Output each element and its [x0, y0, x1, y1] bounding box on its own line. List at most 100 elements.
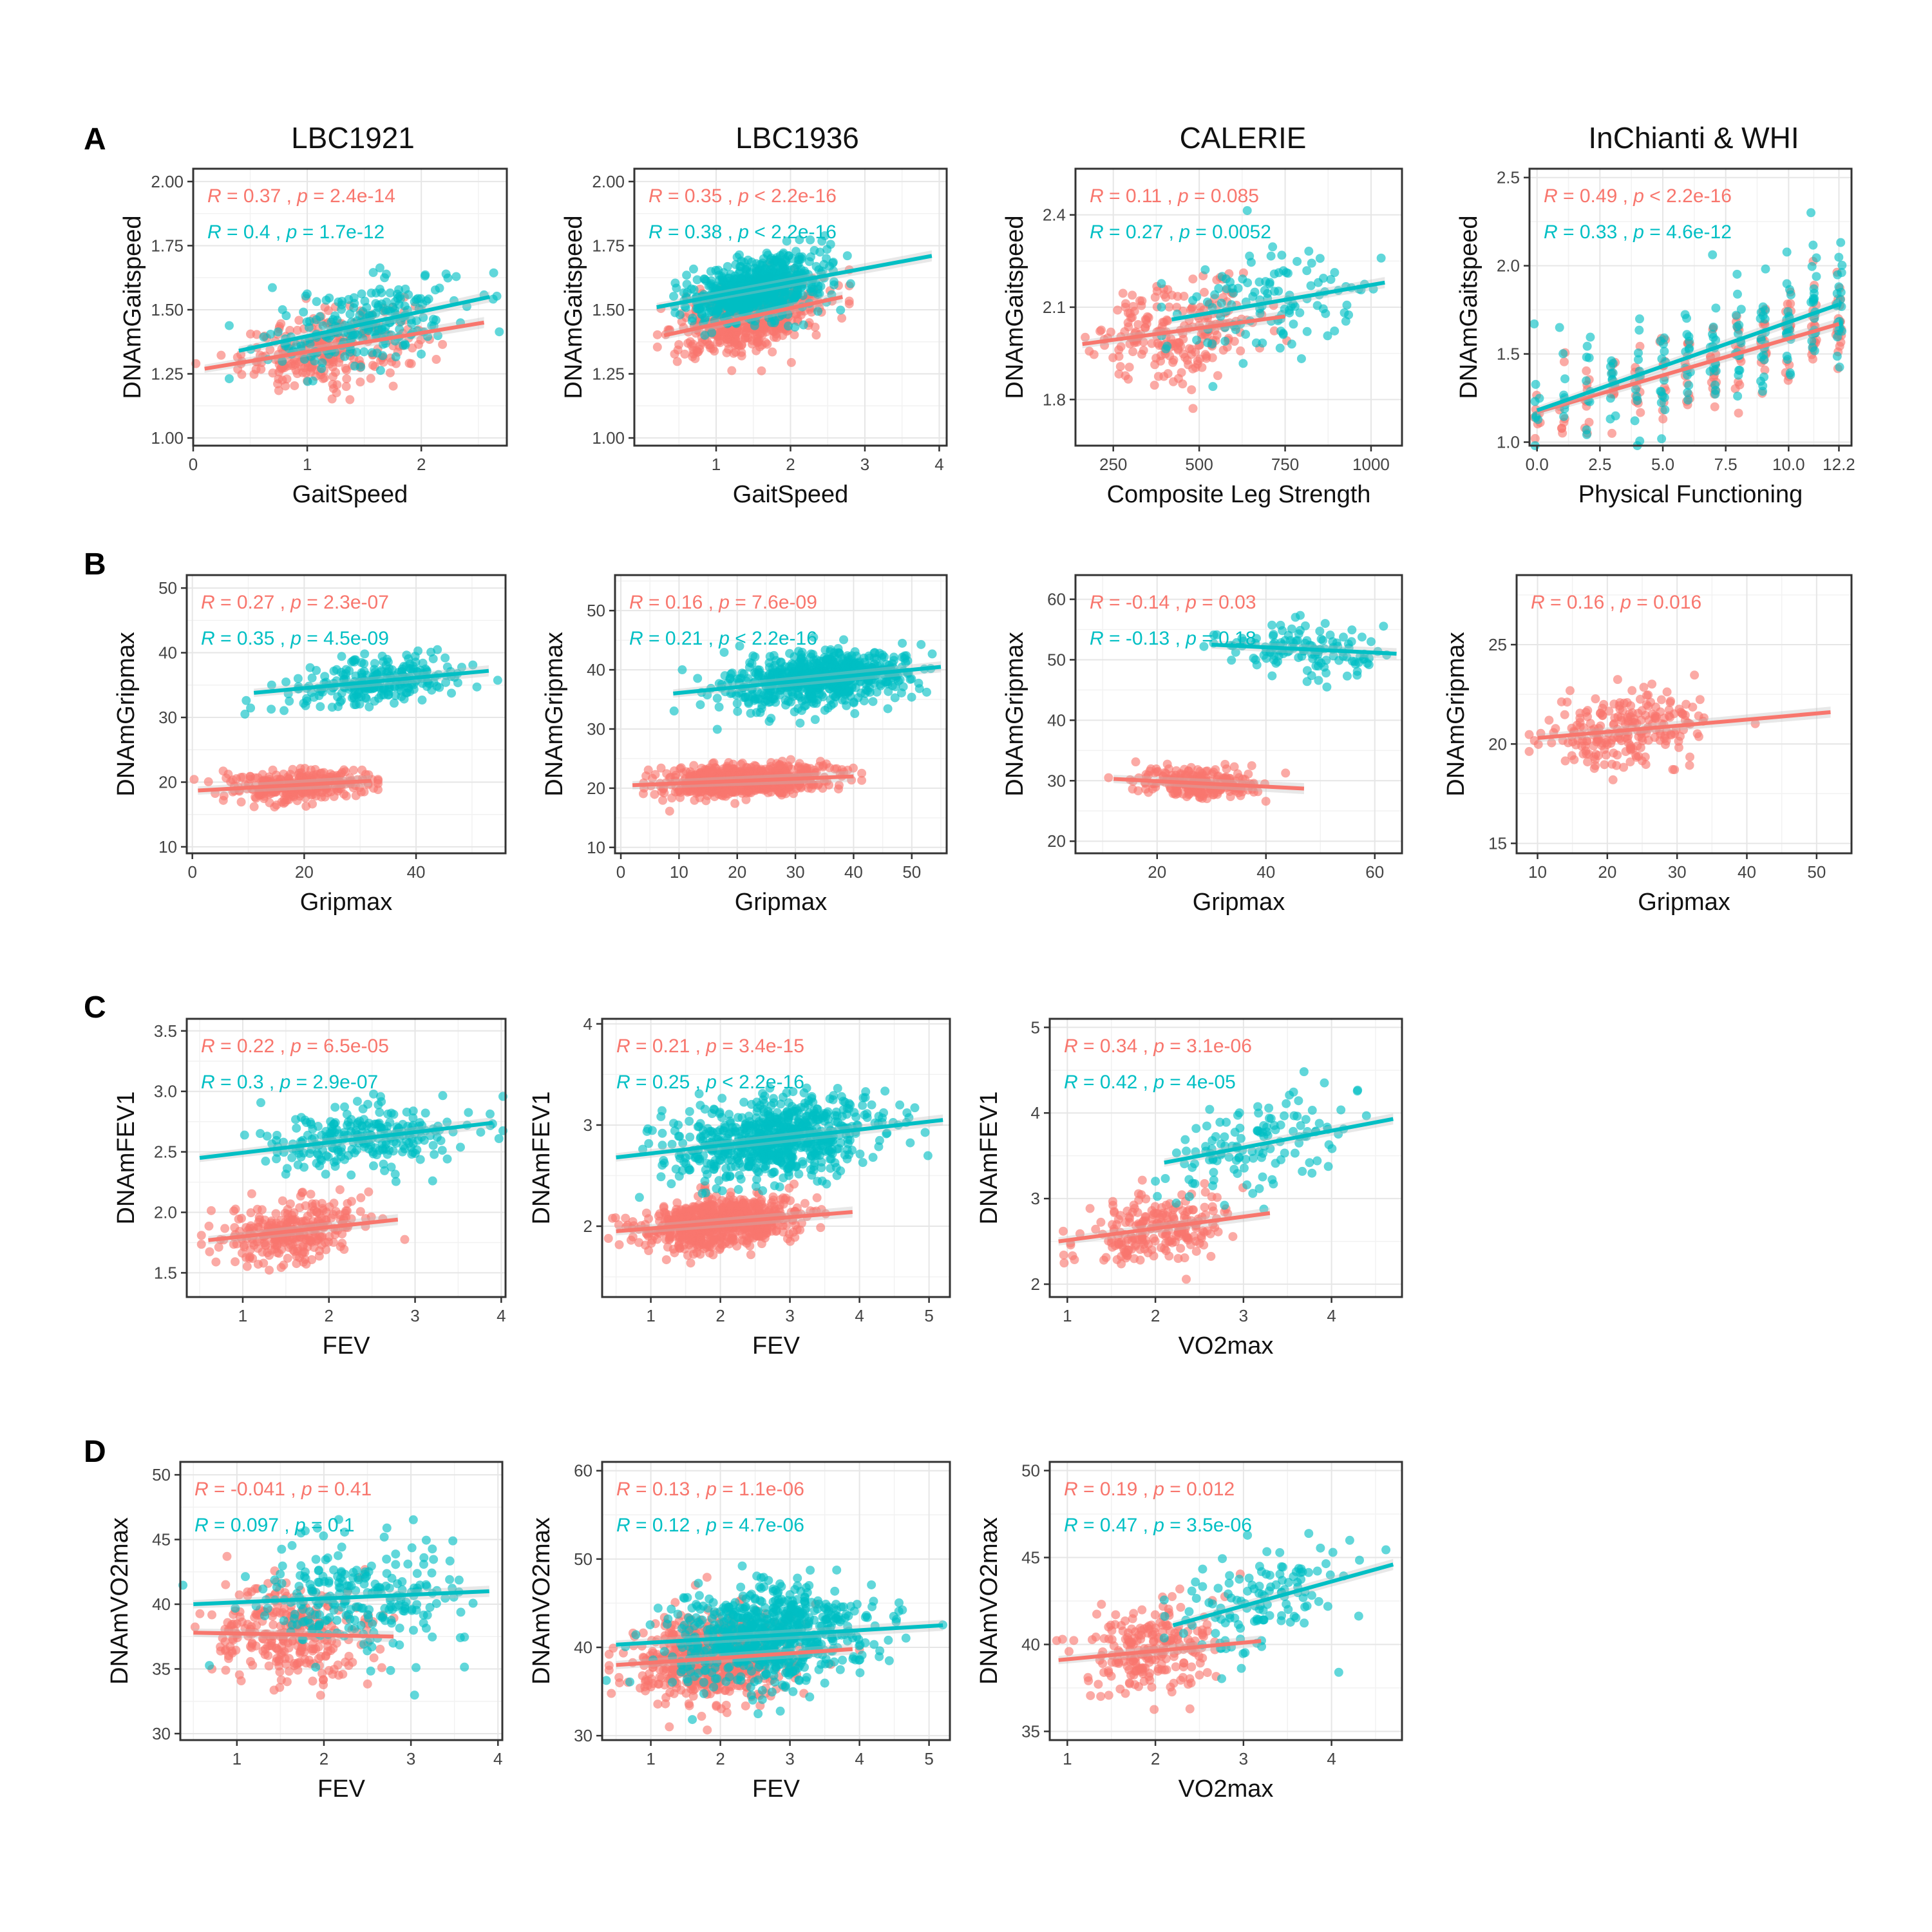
data-point	[306, 765, 316, 775]
x-axis-title: Composite Leg Strength	[1107, 481, 1371, 508]
data-point	[410, 652, 420, 661]
data-point	[898, 638, 907, 648]
data-point	[265, 345, 275, 355]
data-point	[1607, 369, 1616, 379]
stat-r-value: = 0.33 ,	[1558, 222, 1634, 243]
y-tick-label: 2.5	[1497, 168, 1520, 187]
data-point	[408, 343, 417, 353]
stat-r-value: = 0.37 ,	[222, 185, 298, 207]
data-point	[1163, 369, 1173, 379]
data-point	[395, 325, 404, 334]
data-point	[352, 347, 361, 357]
stat-r-value: = 0.16 ,	[643, 592, 719, 613]
data-point	[768, 668, 777, 677]
data-point	[385, 368, 395, 377]
y-tick-label: 2.00	[151, 172, 184, 191]
data-point	[299, 363, 309, 373]
data-point	[706, 279, 716, 289]
data-point	[371, 308, 381, 318]
data-point	[849, 697, 858, 707]
data-point	[294, 316, 304, 325]
data-point	[341, 382, 351, 392]
data-point	[1150, 381, 1159, 390]
x-tick-label: 40	[844, 862, 863, 882]
stat-annotation-group1: R = 0.27 , p = 2.3e-07	[201, 592, 389, 613]
data-point	[302, 289, 312, 299]
data-point	[1530, 319, 1539, 328]
y-tick-label: 1.5	[1497, 345, 1520, 364]
data-point	[829, 280, 839, 290]
data-point	[1782, 279, 1792, 289]
data-point	[375, 263, 384, 273]
data-point	[204, 777, 213, 786]
data-point	[357, 668, 366, 677]
data-point	[337, 688, 346, 698]
data-point	[767, 317, 777, 327]
x-tick-label: 500	[1185, 455, 1213, 474]
data-point	[319, 373, 329, 383]
stat-r-symbol: R	[649, 222, 663, 243]
data-point	[267, 705, 276, 714]
stat-annotation-group2: R = 0.4 , p = 1.7e-12	[207, 222, 384, 243]
x-tick-label: 0	[616, 862, 625, 882]
data-point	[1242, 205, 1252, 215]
stat-annotation-group2: R = 0.21 , p < 2.2e-16	[629, 628, 817, 649]
stat-p-value: < 2.2e-16	[749, 185, 837, 207]
stat-r-value: = 0.11 ,	[1104, 185, 1178, 207]
data-point	[1683, 388, 1692, 397]
y-axis-title: DNAmGaitspeed	[1455, 215, 1482, 399]
data-point	[813, 695, 822, 705]
y-tick-label: 20	[587, 779, 605, 798]
data-point	[256, 365, 266, 374]
data-point	[274, 386, 283, 395]
data-point	[748, 690, 757, 699]
data-point	[1137, 350, 1146, 359]
y-tick-label: 10	[158, 837, 177, 857]
data-point	[727, 366, 737, 375]
y-tick-label: 50	[587, 601, 605, 620]
data-point	[433, 645, 442, 654]
data-point	[1710, 402, 1719, 412]
data-point	[1734, 408, 1743, 418]
data-point	[831, 663, 840, 672]
data-point	[875, 679, 885, 689]
data-point	[378, 351, 388, 361]
data-point	[341, 365, 351, 375]
data-point	[349, 293, 359, 303]
series-group2	[224, 263, 504, 386]
x-tick-label: 50	[902, 862, 921, 882]
data-point	[740, 270, 750, 280]
stat-annotation-group1: R = 0.16 , p = 7.6e-09	[629, 592, 817, 613]
data-point	[1558, 349, 1568, 359]
data-point	[341, 791, 351, 801]
data-point	[245, 329, 255, 339]
data-point	[672, 357, 682, 366]
data-point	[1293, 256, 1302, 266]
data-point	[290, 381, 299, 390]
data-point	[1128, 347, 1138, 357]
data-point	[305, 663, 315, 672]
data-point	[776, 664, 786, 674]
data-point	[1330, 326, 1340, 336]
data-point	[281, 311, 291, 321]
data-point	[1321, 308, 1331, 318]
stat-r-symbol: R	[207, 222, 222, 243]
data-point	[370, 659, 379, 668]
data-point	[400, 301, 410, 311]
data-point	[1344, 310, 1354, 319]
data-point	[350, 361, 359, 371]
data-point	[224, 321, 234, 330]
data-point	[708, 344, 717, 354]
data-point	[652, 342, 662, 352]
data-point	[418, 658, 428, 668]
data-point	[1761, 264, 1770, 274]
data-point	[1836, 287, 1846, 297]
column-title-4: InChianti & WHI	[1588, 121, 1799, 155]
data-point	[1732, 269, 1742, 279]
data-point	[785, 649, 795, 658]
stat-p-symbol: p	[296, 185, 308, 207]
data-point	[772, 656, 781, 665]
y-tick-label: 1.25	[592, 365, 625, 384]
x-tick-label: 20	[295, 862, 314, 882]
data-point	[381, 269, 391, 279]
